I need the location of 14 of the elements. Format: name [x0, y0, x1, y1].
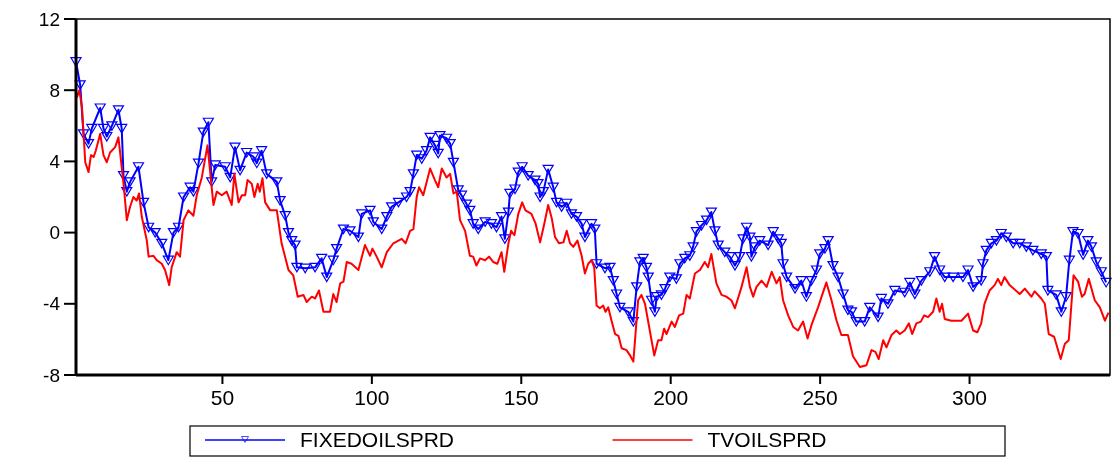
- x-tick-label: 200: [653, 386, 689, 409]
- x-tick-label: 100: [354, 386, 390, 409]
- y-tick-label: -8: [43, 364, 60, 386]
- x-tick-label: 250: [802, 386, 838, 409]
- y-tick-label: 8: [49, 79, 60, 101]
- y-tick-label: 4: [49, 151, 61, 173]
- y-tick-label: 0: [49, 222, 60, 244]
- legend-label: TVOILSPRD: [707, 428, 827, 452]
- y-tick-label: 12: [38, 8, 60, 30]
- legend-label: FIXEDOILSPRD: [300, 428, 455, 452]
- x-tick-label: 50: [210, 386, 235, 409]
- x-tick-label: 150: [503, 386, 539, 409]
- y-tick-label: -4: [43, 293, 61, 315]
- x-tick-label: 300: [952, 386, 988, 409]
